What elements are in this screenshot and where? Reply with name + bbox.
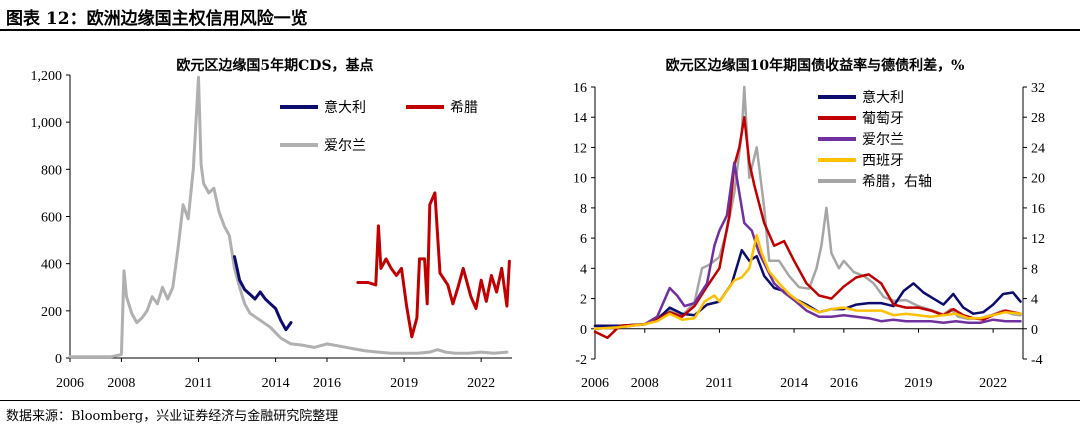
spread-y-tick-label: 12: [573, 141, 587, 156]
figure-header: 图表 12：欧洲边缘国主权信用风险一览: [0, 0, 1080, 31]
cds-chart: 欧元区边缘国5年期CDS，基点 0 200 400 600 800 1,000 1,200 20…: [0, 32, 540, 398]
spread-y-tick-label: 16: [573, 81, 587, 96]
cds-x-tick-label: 2022: [467, 376, 495, 391]
spread-y-tick-label: 14: [573, 111, 587, 126]
cds-series-line-1: [233, 255, 293, 332]
cds-title: 欧元区边缘国5年期CDS，基点: [176, 57, 373, 74]
spread-y-right-tick-label: -4: [1031, 353, 1043, 368]
spread-y-tick-label: 10: [573, 172, 587, 187]
spread-x-tick-label: 2006: [581, 376, 609, 391]
cds-chart-svg: 欧元区边缘国5年期CDS，基点 0 200 400 600 800 1,000 1,200 20…: [31, 57, 512, 391]
spread-legend-label-3: 爱尔兰: [862, 132, 904, 148]
spread-y-tick-label: 2: [580, 293, 587, 308]
spread-y-right-tick-label: 0: [1031, 323, 1038, 338]
spread-y-tick-label: 4: [580, 262, 587, 277]
spread-y-tick-label: -2: [575, 353, 587, 368]
cds-y-tick-label: 400: [41, 258, 62, 273]
cds-y-tick-label: 0: [55, 352, 62, 367]
spread-legend-label-2: 葡萄牙: [862, 111, 904, 127]
spread-series-line-2: [593, 115, 1022, 340]
cds-legend-label-2: 希腊: [450, 100, 478, 116]
cds-x-tick-label: 2011: [185, 376, 212, 391]
spread-y-tick-label: 8: [580, 202, 587, 217]
header-divider: [0, 29, 1080, 31]
spread-x-tick-label: 2019: [904, 376, 932, 391]
cds-series-line-3: [68, 75, 509, 359]
spread-x-tick-label: 2016: [830, 376, 858, 391]
cds-y-tick-label: 1,000: [31, 116, 63, 131]
footer-divider: [0, 400, 1080, 401]
cds-series-line-2: [356, 191, 511, 339]
cds-x-tick-label: 2006: [56, 376, 84, 391]
spread-y-right-tick-label: 20: [1031, 172, 1045, 187]
cds-x-tick-label: 2008: [107, 376, 135, 391]
cds-x-tick-label: 2016: [313, 376, 341, 391]
cds-x-tick-label: 2014: [262, 376, 290, 391]
spread-y-tick-label: 0: [580, 323, 587, 338]
spread-y-tick-label: 6: [580, 232, 587, 247]
spread-y-right-tick-label: 32: [1031, 81, 1045, 96]
cds-y-tick-label: 200: [41, 305, 62, 320]
cds-y-tick-label: 600: [41, 211, 62, 226]
spread-title: 欧元区边缘国10年期国债收益率与德债利差，%: [666, 57, 965, 74]
spread-y-right-tick-label: 16: [1031, 202, 1045, 217]
spread-series-line-4: [593, 233, 1022, 331]
spread-x-tick-label: 2014: [780, 376, 808, 391]
spread-y-right-tick-label: 8: [1031, 262, 1038, 277]
yield-spread-chart-svg: 欧元区边缘国10年期国债收益率与德债利差，%-20246810121416-40…: [573, 57, 1045, 391]
cds-legend-label-1: 意大利: [324, 99, 366, 116]
spread-y-right-tick-label: 4: [1031, 293, 1038, 308]
source-note: 数据来源：Bloomberg，兴业证券经济与金融研究院整理: [6, 409, 339, 424]
cds-x-tick-label: 2019: [390, 376, 418, 391]
spread-x-tick-label: 2022: [979, 376, 1007, 391]
spread-legend-label-1: 意大利: [862, 89, 904, 106]
cds-legend-label-3: 爱尔兰: [324, 138, 366, 154]
spread-y-right-tick-label: 28: [1031, 111, 1045, 126]
spread-y-right-tick-label: 24: [1031, 141, 1045, 156]
yield-spread-chart: 欧元区边缘国10年期国债收益率与德债利差，% -2 0 2 4 6 8 10 12 14 16 -4 0…: [540, 32, 1080, 398]
cds-y-tick-label: 1,200: [31, 69, 63, 84]
spread-series-line-3: [593, 161, 1022, 331]
cds-y-tick-label: 800: [41, 163, 62, 178]
spread-series-line-5: [593, 85, 1022, 328]
spread-y-right-tick-label: 12: [1031, 232, 1045, 247]
spread-x-tick-label: 2011: [706, 376, 733, 391]
spread-legend-label-5: 希腊，右轴: [862, 174, 932, 190]
spread-x-tick-label: 2008: [631, 376, 659, 391]
figure-title: 图表 12：欧洲边缘国主权信用风险一览: [6, 9, 308, 29]
spread-legend-label-4: 西班牙: [862, 153, 904, 169]
